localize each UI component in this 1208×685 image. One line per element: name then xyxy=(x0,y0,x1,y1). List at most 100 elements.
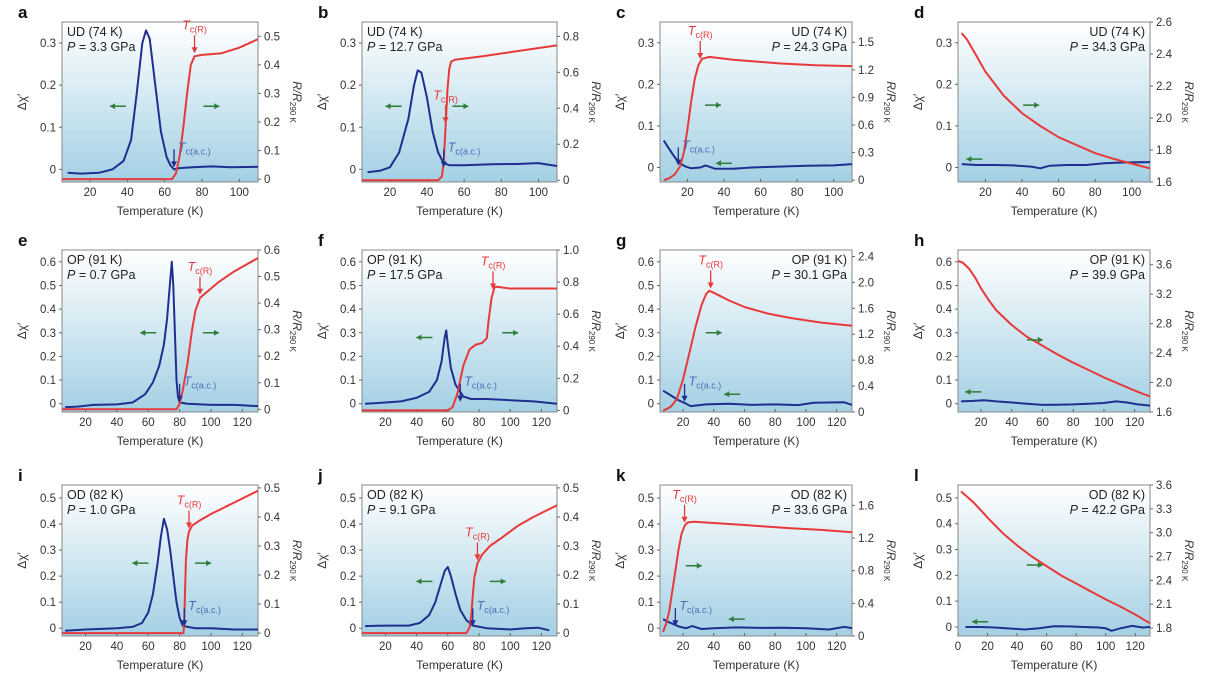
resistance-curve xyxy=(663,55,852,182)
susceptibility-point xyxy=(678,399,680,401)
susceptibility-point xyxy=(67,172,69,174)
tc-ac-arrow-head-icon xyxy=(171,161,177,168)
plot-frame xyxy=(61,249,259,413)
resistance-point xyxy=(469,627,471,629)
susceptibility-point xyxy=(173,575,175,577)
y-right-axis-label: R/R290 K xyxy=(1180,540,1196,582)
resistance-point xyxy=(675,570,677,572)
y-right-tick-label: 0.2 xyxy=(264,117,280,129)
arrow-head-icon xyxy=(965,388,971,395)
tc-r-arrow-head-icon xyxy=(196,288,203,295)
x-tick-label: 80 xyxy=(495,187,508,199)
susceptibility-point xyxy=(774,404,776,406)
tc-r-arrow-head-icon xyxy=(442,117,449,124)
susceptibility-point xyxy=(833,165,835,167)
resistance-point xyxy=(210,513,212,515)
y-left-tick-label: 0.5 xyxy=(40,493,56,505)
resistance-point xyxy=(663,179,665,181)
susceptibility-point xyxy=(690,405,692,407)
y-left-tick-label: 0.1 xyxy=(40,375,56,387)
susceptibility-point xyxy=(663,140,665,142)
tc-ac-arrow-head-icon xyxy=(672,620,679,627)
y-right-axis-label: R/R290 K xyxy=(587,310,603,352)
susceptibility-curve xyxy=(367,69,557,174)
x-tick-label: 20 xyxy=(677,641,690,653)
susceptibility-point xyxy=(389,167,391,169)
arrow-head-icon xyxy=(1037,336,1043,343)
susceptibility-point xyxy=(1068,626,1070,628)
resistance-point xyxy=(1011,324,1013,326)
susceptibility-point xyxy=(960,401,962,403)
susceptibility-point xyxy=(364,625,366,627)
susceptibility-point xyxy=(428,391,430,393)
x-tick-label: 100 xyxy=(201,641,220,653)
x-tick-label: 20 xyxy=(681,187,694,199)
resistance-point xyxy=(257,490,259,492)
panel-label: f xyxy=(318,231,324,250)
x-tick-label: 60 xyxy=(1052,187,1065,199)
resistance-point xyxy=(1026,336,1028,338)
resistance-point xyxy=(488,321,490,323)
y-left-axis-label: Δχ′ xyxy=(15,551,29,568)
resistance-point xyxy=(1090,591,1092,593)
susceptibility-point xyxy=(195,627,197,629)
x-axis-label: Temperature (K) xyxy=(117,434,204,448)
susceptibility-point xyxy=(80,173,82,175)
x-tick-label: 100 xyxy=(201,417,220,429)
resistance-point xyxy=(61,409,63,411)
y-right-tick-label: 2.2 xyxy=(1156,81,1172,93)
resistance-point xyxy=(693,521,695,523)
y-left-axis-label: Δχ′ xyxy=(15,322,29,339)
pressure-label: P = 34.3 GPa xyxy=(1070,40,1145,54)
susceptibility-point xyxy=(994,164,996,166)
resistance-point xyxy=(454,59,456,61)
arrow-head-icon xyxy=(500,578,506,585)
susceptibility-point xyxy=(851,163,853,165)
susceptibility-point xyxy=(416,397,418,399)
y-left-tick-label: 0 xyxy=(350,623,356,635)
resistance-point xyxy=(708,290,710,292)
sample-label: OD (82 K) xyxy=(67,488,123,502)
susceptibility-curve xyxy=(662,139,852,170)
susceptibility-point xyxy=(679,626,681,628)
susceptibility-point xyxy=(851,627,853,629)
x-tick-label: 40 xyxy=(410,641,423,653)
tc-ac-arrow-head-icon xyxy=(176,395,183,402)
susceptibility-point xyxy=(408,118,410,120)
y-left-tick-label: 0 xyxy=(350,164,356,176)
resistance-point xyxy=(670,406,672,408)
plot-frame xyxy=(361,484,558,637)
susceptibility-point xyxy=(152,382,154,384)
x-tick-label: 40 xyxy=(718,187,731,199)
x-axis-label: Temperature (K) xyxy=(117,658,204,672)
arrow-head-icon xyxy=(1037,562,1043,569)
susceptibility-point xyxy=(176,601,178,603)
y-left-tick-label: 0.3 xyxy=(936,38,952,50)
resistance-point xyxy=(965,495,967,497)
tc-ac-arrow-head-icon xyxy=(469,620,476,627)
x-tick-label: 100 xyxy=(824,187,843,199)
resistance-point xyxy=(556,45,558,47)
arrow-head-icon xyxy=(416,578,422,585)
susceptibility-point xyxy=(398,152,400,154)
susceptibility-point xyxy=(994,627,996,629)
panel-e: e 20 40 60 80 100 120 Temperature (K) 0 0.1 0.2 0.3… xyxy=(15,231,304,448)
susceptibility-point xyxy=(93,404,95,406)
plot-background xyxy=(660,485,852,636)
susceptibility-point xyxy=(176,379,178,381)
susceptibility-curve xyxy=(67,29,258,175)
resistance-point xyxy=(1002,532,1004,534)
susceptibility-point xyxy=(166,529,168,531)
resistance-point xyxy=(472,595,474,597)
susceptibility-curve xyxy=(65,517,258,632)
y-right-tick-label: 0.3 xyxy=(858,148,874,160)
susceptibility-point xyxy=(447,566,449,568)
x-tick-label: 80 xyxy=(473,641,486,653)
susceptibility-point xyxy=(439,586,441,588)
susceptibility-point xyxy=(432,131,434,133)
y-left-tick-label: 0.1 xyxy=(936,121,952,133)
sample-label: OD (82 K) xyxy=(367,488,423,502)
resistance-point xyxy=(679,166,681,168)
susceptibility-point xyxy=(851,404,853,406)
susceptibility-point xyxy=(844,402,846,404)
